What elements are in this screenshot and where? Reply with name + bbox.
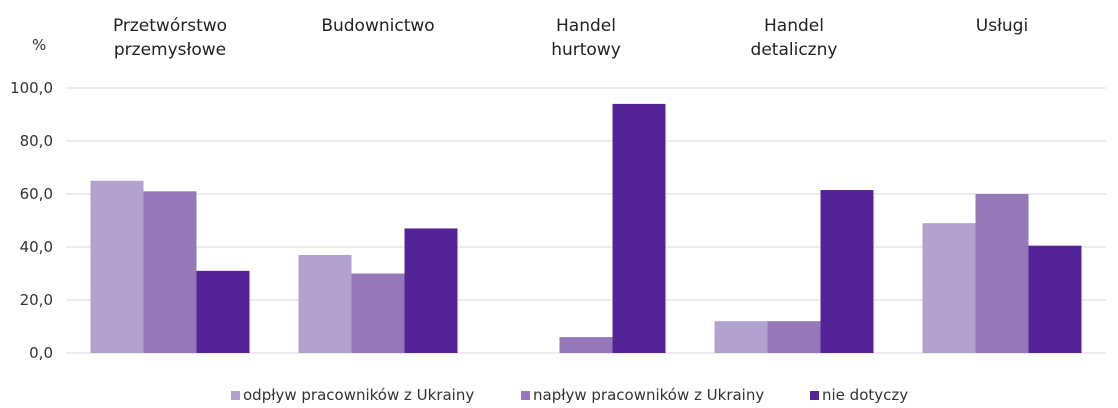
category-label: Handel hurtowy: [551, 16, 621, 60]
bar-series: [90, 103, 1082, 354]
bar: [404, 228, 458, 353]
y-axis-unit-label: %: [32, 36, 46, 54]
legend: odpływ pracowników z Ukrainy napływ praco…: [231, 386, 908, 404]
bar: [922, 223, 976, 353]
y-tick-label: 40,0: [20, 238, 53, 256]
y-tick-label: 60,0: [20, 185, 53, 203]
bar: [351, 273, 405, 353]
bar: [767, 321, 821, 353]
legend-label: odpływ pracowników z Ukrainy: [243, 386, 474, 404]
category-labels: Przetwórstwo przemysłowe Budownictwo Handel…: [113, 16, 1028, 60]
bar: [90, 180, 144, 353]
legend-label: napływ pracowników z Ukrainy: [533, 386, 764, 404]
bar: [196, 270, 250, 353]
bar: [820, 190, 874, 353]
bar: [975, 194, 1029, 353]
legend-label: nie dotyczy: [822, 386, 908, 404]
y-tick-label: 100,0: [10, 79, 53, 97]
category-label: Budownictwo: [321, 16, 434, 36]
y-axis-tick-labels: 0,0 20,0 40,0 60,0 80,0 100,0: [10, 79, 53, 362]
bar: [1028, 245, 1082, 353]
bar: [559, 337, 613, 353]
bar: [298, 254, 352, 353]
y-tick-label: 0,0: [29, 344, 53, 362]
legend-swatch: [810, 391, 819, 400]
bar: [612, 103, 666, 354]
legend-swatch: [231, 391, 240, 400]
y-tick-label: 20,0: [20, 291, 53, 309]
category-label: Przetwórstwo przemysłowe: [113, 16, 227, 60]
y-tick-label: 80,0: [20, 132, 53, 150]
bar: [143, 191, 197, 353]
legend-swatch: [521, 391, 530, 400]
category-label: Handel detaliczny: [751, 16, 838, 60]
category-label: Usługi: [976, 16, 1028, 36]
bar: [714, 321, 768, 353]
